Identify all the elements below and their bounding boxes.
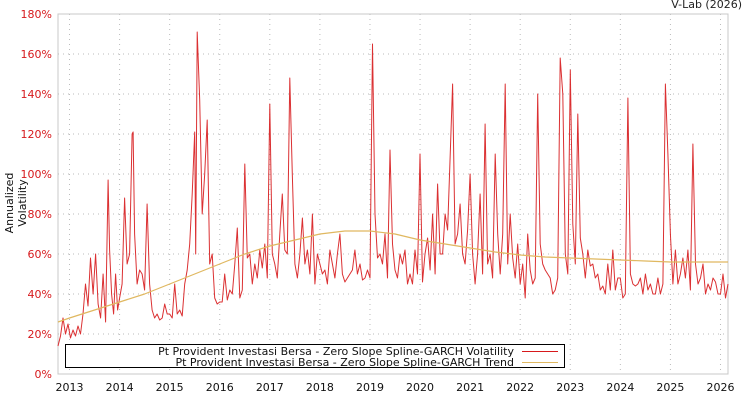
x-tick-label: 2023 — [556, 381, 584, 394]
x-tick-label: 2014 — [106, 381, 134, 394]
y-tick-label: 180% — [21, 8, 52, 21]
trend-line — [57, 230, 728, 323]
x-axis-tick-labels: 2013 2014 2015 2016 2017 2018 2019 2020 2021 2022… — [56, 381, 735, 394]
x-tick-label: 2017 — [256, 381, 284, 394]
y-tick-label: 40% — [28, 288, 52, 301]
x-tick-label: 2022 — [506, 381, 534, 394]
axes — [57, 13, 729, 375]
legend-item-volatility: Pt Provident Investasi Bersa - Zero Slop… — [158, 344, 558, 358]
x-tick-label: 2019 — [356, 381, 384, 394]
grid-lines — [58, 14, 728, 374]
x-tick-label: 2026 — [706, 381, 734, 394]
y-axis-tick-labels: 0% 20% 40% 60% 80% 100% 120% 140% 160% 180% — [21, 8, 52, 381]
x-tick-label: 2021 — [456, 381, 484, 394]
source-credit: V-Lab (2026) — [671, 0, 742, 11]
y-axis-label: Annualized Volatility — [3, 172, 29, 234]
series-layer — [57, 31, 729, 347]
y-tick-label: 120% — [21, 128, 52, 141]
x-tick-label: 2025 — [656, 381, 684, 394]
y-tick-label: 20% — [28, 328, 52, 341]
x-tick-label: 2020 — [406, 381, 434, 394]
y-tick-label: 100% — [21, 168, 52, 181]
y-tick-label: 0% — [35, 368, 52, 381]
y-tick-label: 160% — [21, 48, 52, 61]
legend-label-volatility: Pt Provident Investasi Bersa - Zero Slop… — [158, 344, 514, 358]
y-tick-label: 60% — [28, 248, 52, 261]
legend-item-trend: Pt Provident Investasi Bersa - Zero Slop… — [175, 355, 558, 369]
x-tick-label: 2015 — [156, 381, 184, 394]
y-tick-label: 140% — [21, 88, 52, 101]
x-tick-label: 2024 — [606, 381, 634, 394]
legend: Pt Provident Investasi Bersa - Zero Slop… — [65, 344, 565, 369]
y-tick-label: 80% — [28, 208, 52, 221]
legend-swatch-volatility — [522, 350, 558, 352]
plot-frame — [57, 13, 729, 375]
x-tick-label: 2018 — [306, 381, 334, 394]
legend-swatch-trend — [522, 361, 558, 363]
x-tick-label: 2013 — [56, 381, 84, 394]
legend-label-trend: Pt Provident Investasi Bersa - Zero Slop… — [175, 355, 514, 369]
volatility-line — [57, 31, 729, 347]
x-tick-label: 2016 — [206, 381, 234, 394]
